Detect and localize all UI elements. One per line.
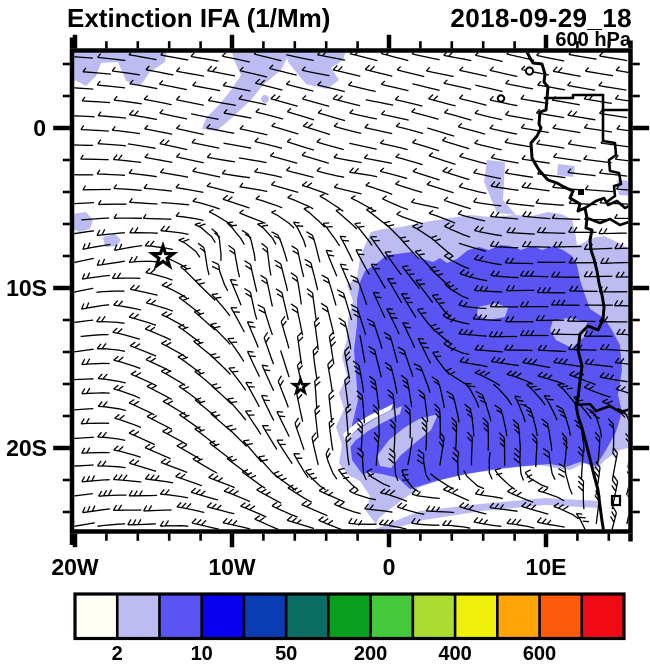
svg-text:400: 400 (438, 643, 471, 665)
svg-text:10S: 10S (6, 275, 47, 301)
svg-text:2: 2 (112, 643, 123, 665)
svg-text:2018-09-29_18: 2018-09-29_18 (450, 3, 632, 33)
svg-text:Extinction IFA (1/Mm): Extinction IFA (1/Mm) (67, 3, 330, 33)
svg-text:20S: 20S (6, 435, 47, 461)
svg-text:0: 0 (383, 554, 396, 580)
svg-text:10W: 10W (208, 554, 256, 580)
svg-text:600: 600 (523, 643, 556, 665)
svg-text:20W: 20W (51, 554, 99, 580)
svg-text:600 hPa: 600 hPa (555, 29, 631, 51)
svg-text:200: 200 (354, 643, 387, 665)
svg-text:10E: 10E (526, 554, 567, 580)
svg-text:50: 50 (275, 643, 297, 665)
svg-text:10: 10 (191, 643, 213, 665)
svg-text:0: 0 (33, 115, 46, 141)
